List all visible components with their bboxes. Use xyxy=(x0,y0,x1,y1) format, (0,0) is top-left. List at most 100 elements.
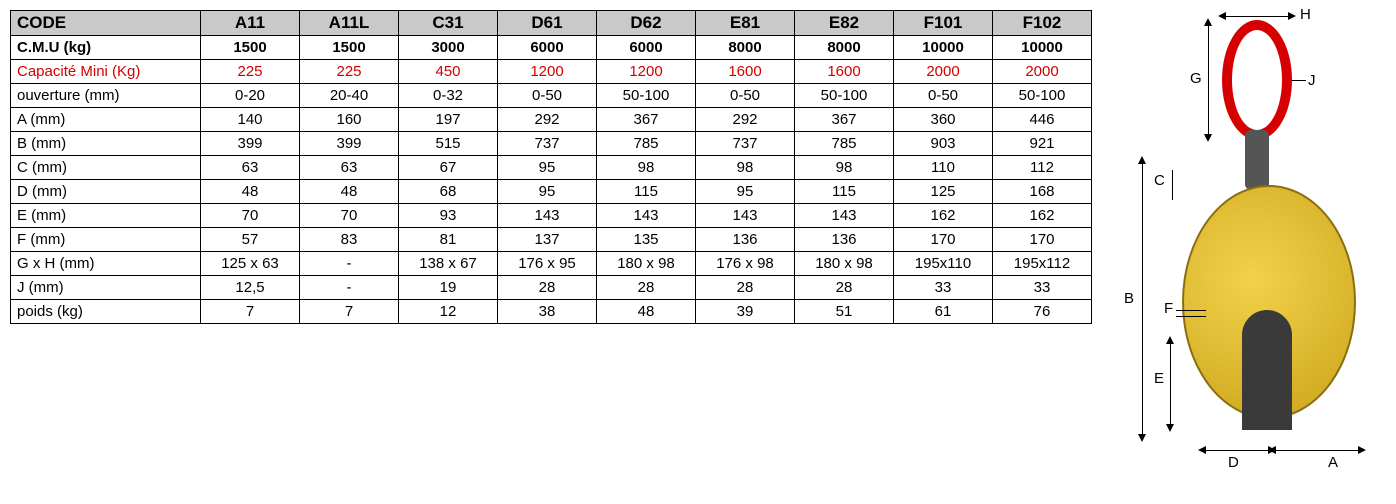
cell: 10000 xyxy=(993,36,1092,60)
col-header: C31 xyxy=(399,11,498,36)
cell: 83 xyxy=(300,228,399,252)
cell: 1500 xyxy=(300,36,399,60)
cell: 7 xyxy=(300,300,399,324)
dim-label-F: F xyxy=(1164,300,1173,317)
cell: 7 xyxy=(201,300,300,324)
cell: 12 xyxy=(399,300,498,324)
cell: 170 xyxy=(993,228,1092,252)
cell: 176 x 95 xyxy=(498,252,597,276)
table-row: F (mm)578381137135136136170170 xyxy=(11,228,1092,252)
cell: 367 xyxy=(597,108,696,132)
table-row: C.M.U (kg)150015003000600060008000800010… xyxy=(11,36,1092,60)
cell: 367 xyxy=(795,108,894,132)
cell: 1500 xyxy=(201,36,300,60)
row-label: F (mm) xyxy=(11,228,201,252)
cell: 63 xyxy=(300,156,399,180)
clamp-slot xyxy=(1242,310,1292,430)
cell: 136 xyxy=(795,228,894,252)
cell: 138 x 67 xyxy=(399,252,498,276)
swivel-link xyxy=(1245,130,1269,190)
cell: 76 xyxy=(993,300,1092,324)
cell: 785 xyxy=(597,132,696,156)
dim-label-C: C xyxy=(1154,172,1165,189)
col-header: F101 xyxy=(894,11,993,36)
row-label: G x H (mm) xyxy=(11,252,201,276)
cell: 115 xyxy=(795,180,894,204)
cell: 93 xyxy=(399,204,498,228)
dim-label-H: H xyxy=(1300,6,1311,23)
cell: 1600 xyxy=(795,60,894,84)
row-label: ouverture (mm) xyxy=(11,84,201,108)
cell: 50-100 xyxy=(795,84,894,108)
cell: 785 xyxy=(795,132,894,156)
row-label: C.M.U (kg) xyxy=(11,36,201,60)
row-label: E (mm) xyxy=(11,204,201,228)
cell: 50-100 xyxy=(597,84,696,108)
cell: 70 xyxy=(300,204,399,228)
cell: 6000 xyxy=(597,36,696,60)
col-header: A11L xyxy=(300,11,399,36)
cell: 0-50 xyxy=(696,84,795,108)
cell: 19 xyxy=(399,276,498,300)
cell: 50-100 xyxy=(993,84,1092,108)
lifting-ring xyxy=(1222,20,1292,140)
cell: 98 xyxy=(795,156,894,180)
cell: 2000 xyxy=(894,60,993,84)
cell: 399 xyxy=(300,132,399,156)
cell: 125 x 63 xyxy=(201,252,300,276)
row-label: D (mm) xyxy=(11,180,201,204)
cell: 737 xyxy=(696,132,795,156)
cell: 176 x 98 xyxy=(696,252,795,276)
table-row: B (mm)399399515737785737785903921 xyxy=(11,132,1092,156)
cell: 162 xyxy=(894,204,993,228)
table-row: D (mm)4848689511595115125168 xyxy=(11,180,1092,204)
cell: 98 xyxy=(597,156,696,180)
row-label: Capacité Mini (Kg) xyxy=(11,60,201,84)
cell: 48 xyxy=(300,180,399,204)
cell: 95 xyxy=(696,180,795,204)
cell: 136 xyxy=(696,228,795,252)
cell: 197 xyxy=(399,108,498,132)
table-row: A (mm)140160197292367292367360446 xyxy=(11,108,1092,132)
table-row: E (mm)707093143143143143162162 xyxy=(11,204,1092,228)
cell: 0-50 xyxy=(894,84,993,108)
cell: 450 xyxy=(399,60,498,84)
cell: 921 xyxy=(993,132,1092,156)
cell: 112 xyxy=(993,156,1092,180)
dim-label-A: A xyxy=(1328,454,1338,471)
cell: 28 xyxy=(498,276,597,300)
cell: 399 xyxy=(201,132,300,156)
cell: 162 xyxy=(993,204,1092,228)
dim-label-J: J xyxy=(1308,72,1316,89)
row-label: A (mm) xyxy=(11,108,201,132)
dim-label-B: B xyxy=(1124,290,1134,307)
cell: 110 xyxy=(894,156,993,180)
cell: 48 xyxy=(201,180,300,204)
cell: 28 xyxy=(696,276,795,300)
table-row: J (mm)12,5-19282828283333 xyxy=(11,276,1092,300)
table-row: Capacité Mini (Kg)2252254501200120016001… xyxy=(11,60,1092,84)
cell: 0-50 xyxy=(498,84,597,108)
table-row: poids (kg)7712384839516176 xyxy=(11,300,1092,324)
cell: 515 xyxy=(399,132,498,156)
cell: 48 xyxy=(597,300,696,324)
cell: 61 xyxy=(894,300,993,324)
cell: 180 x 98 xyxy=(597,252,696,276)
cell: 51 xyxy=(795,300,894,324)
cell: 57 xyxy=(201,228,300,252)
cell: 903 xyxy=(894,132,993,156)
table-row: C (mm)63636795989898110112 xyxy=(11,156,1092,180)
cell: 28 xyxy=(597,276,696,300)
spec-table: CODE A11 A11L C31 D61 D62 E81 E82 F101 F… xyxy=(10,10,1092,324)
cell: - xyxy=(300,252,399,276)
cell: 38 xyxy=(498,300,597,324)
cell: 225 xyxy=(201,60,300,84)
cell: 446 xyxy=(993,108,1092,132)
row-label: C (mm) xyxy=(11,156,201,180)
cell: 33 xyxy=(993,276,1092,300)
header-label: CODE xyxy=(11,11,201,36)
table-header-row: CODE A11 A11L C31 D61 D62 E81 E82 F101 F… xyxy=(11,11,1092,36)
col-header: A11 xyxy=(201,11,300,36)
cell: 28 xyxy=(795,276,894,300)
cell: 195x110 xyxy=(894,252,993,276)
